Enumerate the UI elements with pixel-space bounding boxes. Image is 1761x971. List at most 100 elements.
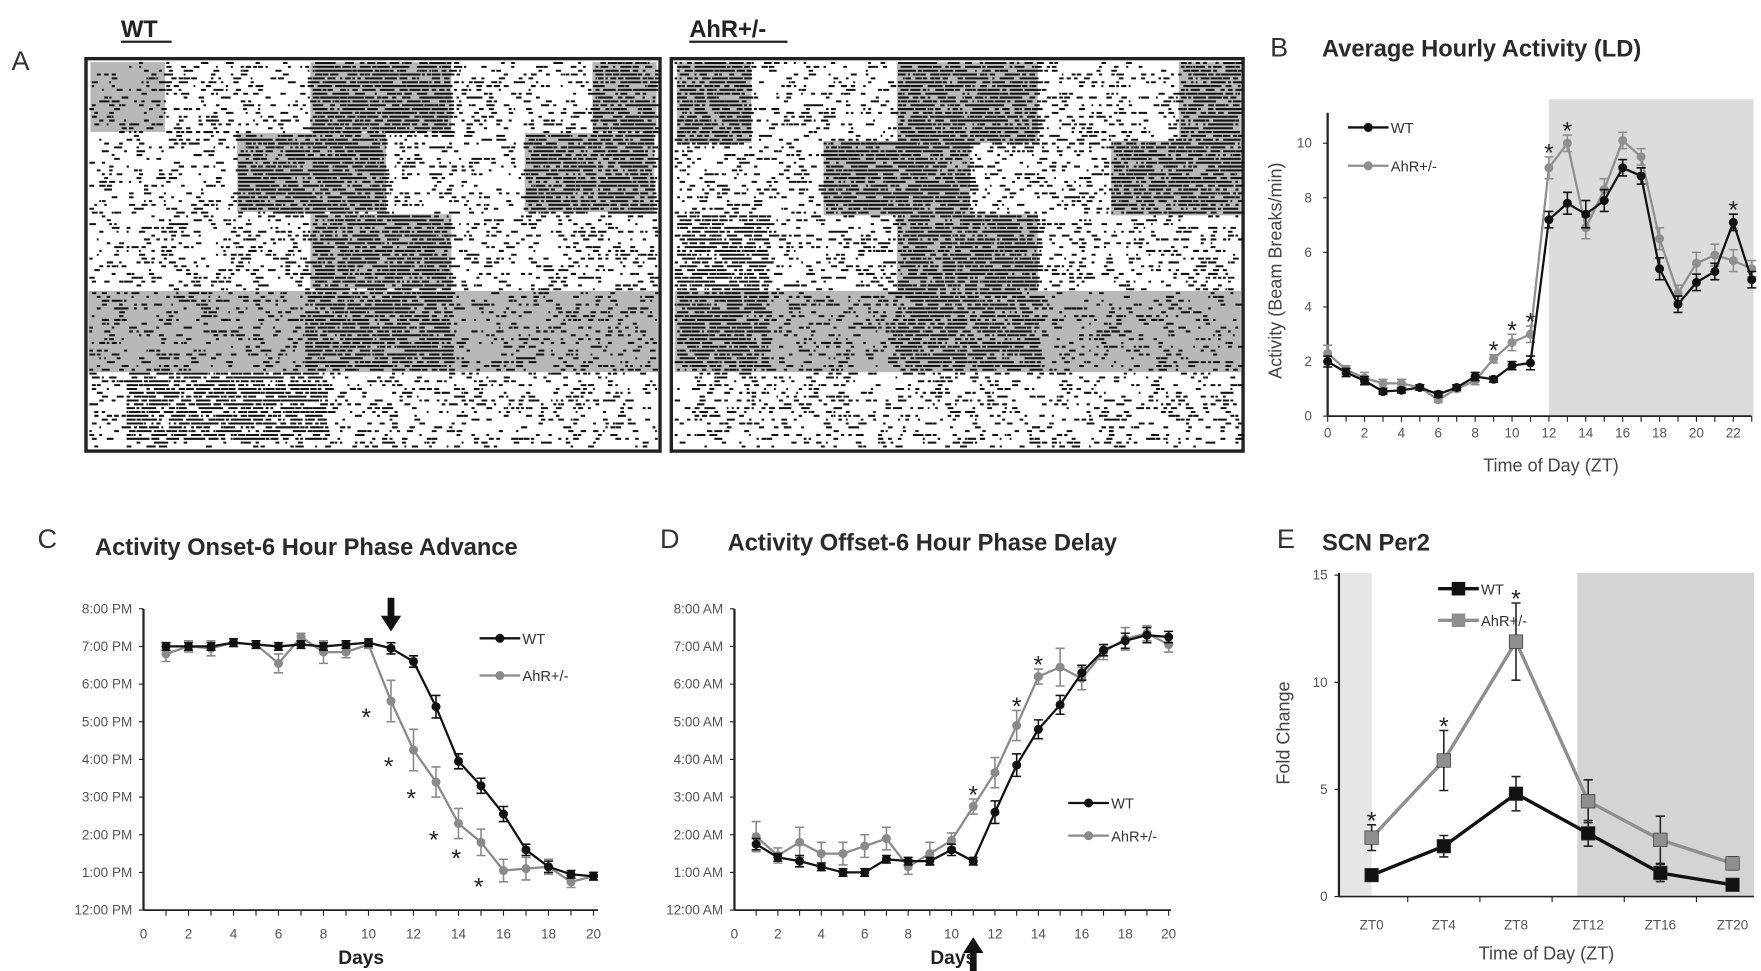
x-tick-label: 2 <box>185 926 193 941</box>
y-tick-label: 0 <box>1304 409 1312 424</box>
x-tick-label: 8 <box>320 926 328 941</box>
data-point <box>521 845 531 855</box>
data-point <box>1323 357 1333 367</box>
x-tick-label: ZT12 <box>1572 917 1604 932</box>
data-point <box>318 641 329 651</box>
data-point <box>1470 372 1480 382</box>
data-point <box>1012 760 1022 770</box>
y-tick-label: 12:00 PM <box>74 903 132 918</box>
data-point <box>341 647 351 657</box>
legend-item: AhR+/- <box>1347 159 1437 175</box>
legend-label: AhR+/- <box>1481 614 1527 630</box>
x-tick-label: 4 <box>1398 426 1406 441</box>
dark-phase-shading <box>1577 572 1755 897</box>
data-point <box>431 702 441 712</box>
data-point <box>476 837 486 847</box>
x-tick-label: 6 <box>1435 426 1443 441</box>
data-point <box>1055 662 1065 672</box>
x-tick-label: 20 <box>586 926 601 941</box>
data-point <box>1747 275 1757 285</box>
x-tick-label: 10 <box>1505 426 1520 441</box>
data-point <box>453 818 464 828</box>
data-point <box>1120 636 1130 646</box>
legend-label: WT <box>1391 121 1414 137</box>
data-point <box>1508 634 1524 649</box>
data-point <box>1636 152 1646 162</box>
x-tick-label: 12 <box>406 926 421 941</box>
data-point <box>1033 724 1043 734</box>
panel-label-d: D <box>660 524 680 554</box>
data-point <box>1452 382 1462 392</box>
data-point <box>543 862 553 872</box>
series-line <box>1371 791 1733 887</box>
data-point <box>1655 234 1665 244</box>
x-tick-label: 18 <box>1652 426 1667 441</box>
data-point <box>1099 645 1109 655</box>
significance-asterisk: * <box>1034 653 1044 680</box>
data-point <box>183 641 194 651</box>
x-axis-label: Days <box>930 948 976 969</box>
y-tick-label: 10 <box>1313 675 1328 690</box>
y-tick-label: 15 <box>1313 568 1328 583</box>
data-point <box>795 856 805 866</box>
data-point <box>1728 217 1738 227</box>
chart-e-per2: 0 5 10 15 ZT0 ZT4 ZT8 ZT12 ZT16 ZT20 Time of Day (… <box>1313 568 1755 964</box>
data-point <box>968 856 978 866</box>
legend-label: AhR+/- <box>1111 829 1157 845</box>
light-phase-shading <box>237 133 386 213</box>
x-tick-label: 18 <box>1118 926 1133 941</box>
y-tick-label: 2:00 AM <box>674 827 724 842</box>
data-point <box>1436 839 1451 854</box>
data-point <box>925 849 935 859</box>
legend-item: WT <box>479 632 545 648</box>
panel-a: A WT AhR+/- <box>12 17 1245 453</box>
legend-label: WT <box>1481 582 1504 598</box>
data-point <box>1378 387 1388 397</box>
data-point <box>206 641 216 651</box>
data-point <box>296 632 306 642</box>
chart-e-title: SCN Per2 <box>1322 530 1430 556</box>
legend-item: AhR+/- <box>479 669 569 685</box>
data-point <box>816 849 826 859</box>
significance-asterisk: * <box>1439 714 1449 741</box>
y-tick-label: 4 <box>1304 299 1312 314</box>
data-point <box>838 849 848 859</box>
data-point <box>251 640 261 650</box>
data-point <box>1673 299 1683 309</box>
data-point <box>431 777 441 787</box>
chart-c-onset: 12:00 PM 1:00 PM 2:00 PM 3:00 PM 4:00 PM 5:00… <box>74 597 601 969</box>
data-point <box>1415 382 1425 392</box>
series-wt <box>751 626 1174 877</box>
data-point <box>1544 215 1554 225</box>
significance-asterisk: * <box>1489 338 1499 365</box>
data-point <box>881 834 891 844</box>
data-point <box>1508 786 1524 801</box>
data-point <box>1033 672 1043 682</box>
data-point <box>751 839 761 849</box>
panel-label-b: B <box>1270 32 1288 62</box>
x-tick-label: 16 <box>1074 926 1089 941</box>
x-tick-label: 10 <box>361 926 376 941</box>
x-tick-label: 12 <box>1541 426 1556 441</box>
x-tick-label: 4 <box>230 926 238 941</box>
x-tick-label: ZT20 <box>1717 917 1749 932</box>
y-tick-label: 10 <box>1297 136 1312 151</box>
data-point <box>228 638 239 648</box>
data-point <box>1055 700 1065 710</box>
x-tick-label: 22 <box>1726 426 1741 441</box>
data-point <box>903 856 913 866</box>
phase-shift-arrow-up-icon <box>963 937 984 971</box>
x-tick-label: 20 <box>1161 926 1176 941</box>
data-point <box>1710 250 1720 260</box>
legend-label: WT <box>522 632 545 648</box>
legend-item: WT <box>1438 581 1504 598</box>
data-point <box>498 866 509 876</box>
data-point <box>1077 668 1087 678</box>
light-phase-shading <box>524 133 655 213</box>
light-phase-shading <box>676 62 752 144</box>
legend-marker <box>495 671 505 681</box>
data-point <box>1618 135 1628 146</box>
series-wt <box>1323 158 1757 399</box>
legend-marker <box>1451 581 1466 596</box>
series-ahr <box>1364 602 1740 871</box>
